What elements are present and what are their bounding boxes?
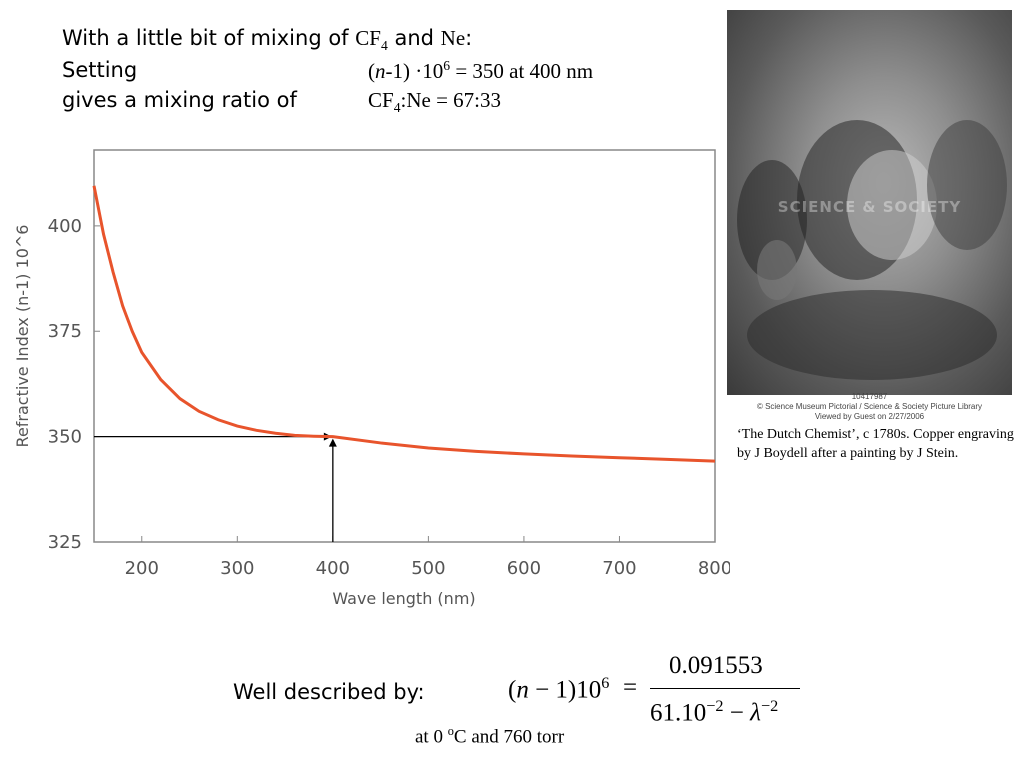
series-line (92, 185, 716, 463)
cf4-formula: CF4 (355, 26, 388, 54)
photo-credit: 10417987 © Science Museum Pictorial / Sc… (756, 392, 983, 421)
heading-and: and (394, 26, 434, 50)
x-tick-label: 600 (507, 558, 541, 579)
heading-ratio-label: gives a mixing ratio of (62, 88, 297, 112)
x-tick-label: 300 (220, 558, 254, 579)
heading-line-1: With a little bit of mixing of CF4 and N… (62, 26, 473, 54)
x-tick-label: 200 (125, 558, 159, 579)
annotation-arrowhead-up (328, 438, 337, 447)
formula-condition: at 0 oC and 760 torr (415, 724, 565, 748)
formula-equals: = (623, 674, 638, 701)
fraction-bar (650, 688, 800, 689)
x-tick-label: 700 (602, 558, 636, 579)
formula-numerator: 0.091553 (669, 652, 763, 679)
x-tick-label: 800 (698, 558, 730, 579)
formula-label: Well described by: (233, 680, 425, 704)
photo-watermark: SCIENCE & SOCIETY (777, 198, 962, 216)
y-tick-label: 350 (48, 427, 82, 448)
x-tick-label: 500 (411, 558, 445, 579)
refractive-index-chart: 200 300 400 500 600 700 800 325 350 375 400 Wave l… (13, 149, 730, 608)
heading-text: With a little bit of mixing of (62, 26, 349, 50)
y-tick-label: 400 (48, 216, 82, 237)
plot-frame (93, 149, 716, 543)
x-axis-label: Wave length (nm) (332, 589, 475, 608)
x-tick-label: 400 (316, 558, 350, 579)
photo-caption: ‘The Dutch Chemist’, c 1780s. Copper eng… (737, 427, 1014, 461)
formula-lhs: (n − 1)106 (508, 674, 610, 704)
y-tick-label: 375 (48, 321, 82, 342)
ne-formula: Ne (440, 26, 466, 50)
formula-denominator: 61.10−2 − λ−2 (650, 697, 779, 727)
y-axis-label: Refractive Index (n-1) 10^6 (13, 225, 32, 448)
heading-ratio-value: CF4:Ne = 67:33 (368, 88, 502, 116)
dutch-chemist-engraving: SCIENCE & SOCIETY (727, 10, 1012, 395)
heading-setting-label: Setting (62, 58, 138, 82)
y-tick-label: 325 (48, 532, 82, 553)
heading-setting-value: (n-1) ·106 = 350 at 400 nm (368, 58, 594, 83)
